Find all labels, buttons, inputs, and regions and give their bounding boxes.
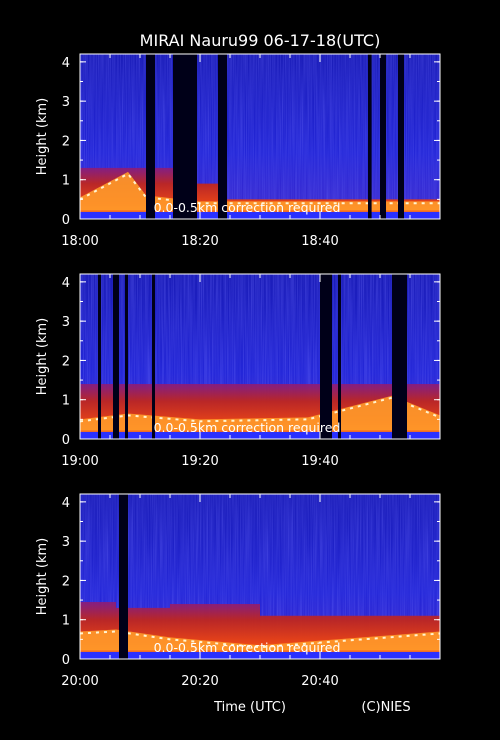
data-gap	[173, 54, 197, 219]
y-tick-label: 3	[62, 315, 70, 330]
correction-annotation: 0.0-0.5km correction required	[154, 640, 341, 655]
y-axis-label: Height (km)	[35, 98, 50, 175]
data-gap	[119, 494, 128, 659]
y-tick-label: 1	[62, 394, 70, 409]
correction-annotation: 0.0-0.5km correction required	[154, 420, 341, 435]
plot-area	[80, 274, 440, 439]
x-tick-label: 20:40	[301, 674, 338, 689]
plot-area	[80, 54, 440, 219]
y-tick-label: 4	[62, 496, 70, 511]
data-gap	[338, 274, 341, 439]
data-gap	[392, 274, 407, 439]
correction-annotation: 0.0-0.5km correction required	[154, 200, 341, 215]
y-tick-label: 1	[62, 614, 70, 629]
y-tick-label: 0	[62, 433, 70, 448]
y-tick-label: 4	[62, 56, 70, 71]
y-axis-label: Height (km)	[35, 538, 50, 615]
x-tick-label: 20:00	[61, 674, 98, 689]
credit-label: (C)NIES	[361, 700, 410, 715]
x-axis-label: Time (UTC)	[213, 700, 286, 715]
data-gap	[320, 274, 332, 439]
panel-3: 0 1 2 3 4 20:00 20:20 20:40 Height (km) 0.0-0.5km…	[35, 493, 441, 689]
data-gap	[368, 54, 372, 219]
y-axis-label: Height (km)	[35, 318, 50, 395]
panel-1: 0 1 2 3 4 18:00 18:20 18:40 Height (km) 0.0-0.5km…	[35, 53, 441, 249]
x-tick-label: 19:00	[61, 454, 98, 469]
cloud-base-highlight	[80, 172, 440, 205]
aerosol-band	[80, 629, 440, 651]
figure-title: MIRAI Nauru99 06-17-18(UTC)	[140, 31, 381, 50]
y-tick-label: 3	[62, 95, 70, 110]
data-gap	[152, 274, 155, 439]
y-tick-label: 3	[62, 535, 70, 550]
data-gap	[380, 54, 386, 219]
x-tick-label: 19:40	[301, 454, 338, 469]
y-tick-label: 2	[62, 574, 70, 589]
x-tick-label: 18:40	[301, 234, 338, 249]
y-tick-label: 1	[62, 174, 70, 189]
cloud-base-highlight	[80, 630, 440, 649]
aerosol-band	[80, 395, 440, 431]
aerosol-band	[80, 171, 440, 211]
data-gap	[146, 54, 155, 219]
data-gap	[398, 54, 404, 219]
data-gap	[125, 274, 128, 439]
y-tick-label: 2	[62, 354, 70, 369]
x-tick-label: 19:20	[181, 454, 218, 469]
y-tick-label: 2	[62, 134, 70, 149]
x-tick-label: 18:00	[61, 234, 98, 249]
data-gap	[98, 274, 101, 439]
panel-2: 0 1 2 3 4 19:00 19:20 19:40 Height (km) 0.0-0.5km…	[35, 273, 441, 469]
data-gap	[218, 54, 227, 219]
y-tick-label: 0	[62, 213, 70, 228]
plot-area	[80, 494, 440, 659]
y-tick-label: 4	[62, 276, 70, 291]
y-tick-label: 0	[62, 653, 70, 668]
x-tick-label: 18:20	[181, 234, 218, 249]
x-tick-label: 20:20	[181, 674, 218, 689]
cloud-base-highlight	[80, 396, 440, 423]
data-gap	[113, 274, 119, 439]
